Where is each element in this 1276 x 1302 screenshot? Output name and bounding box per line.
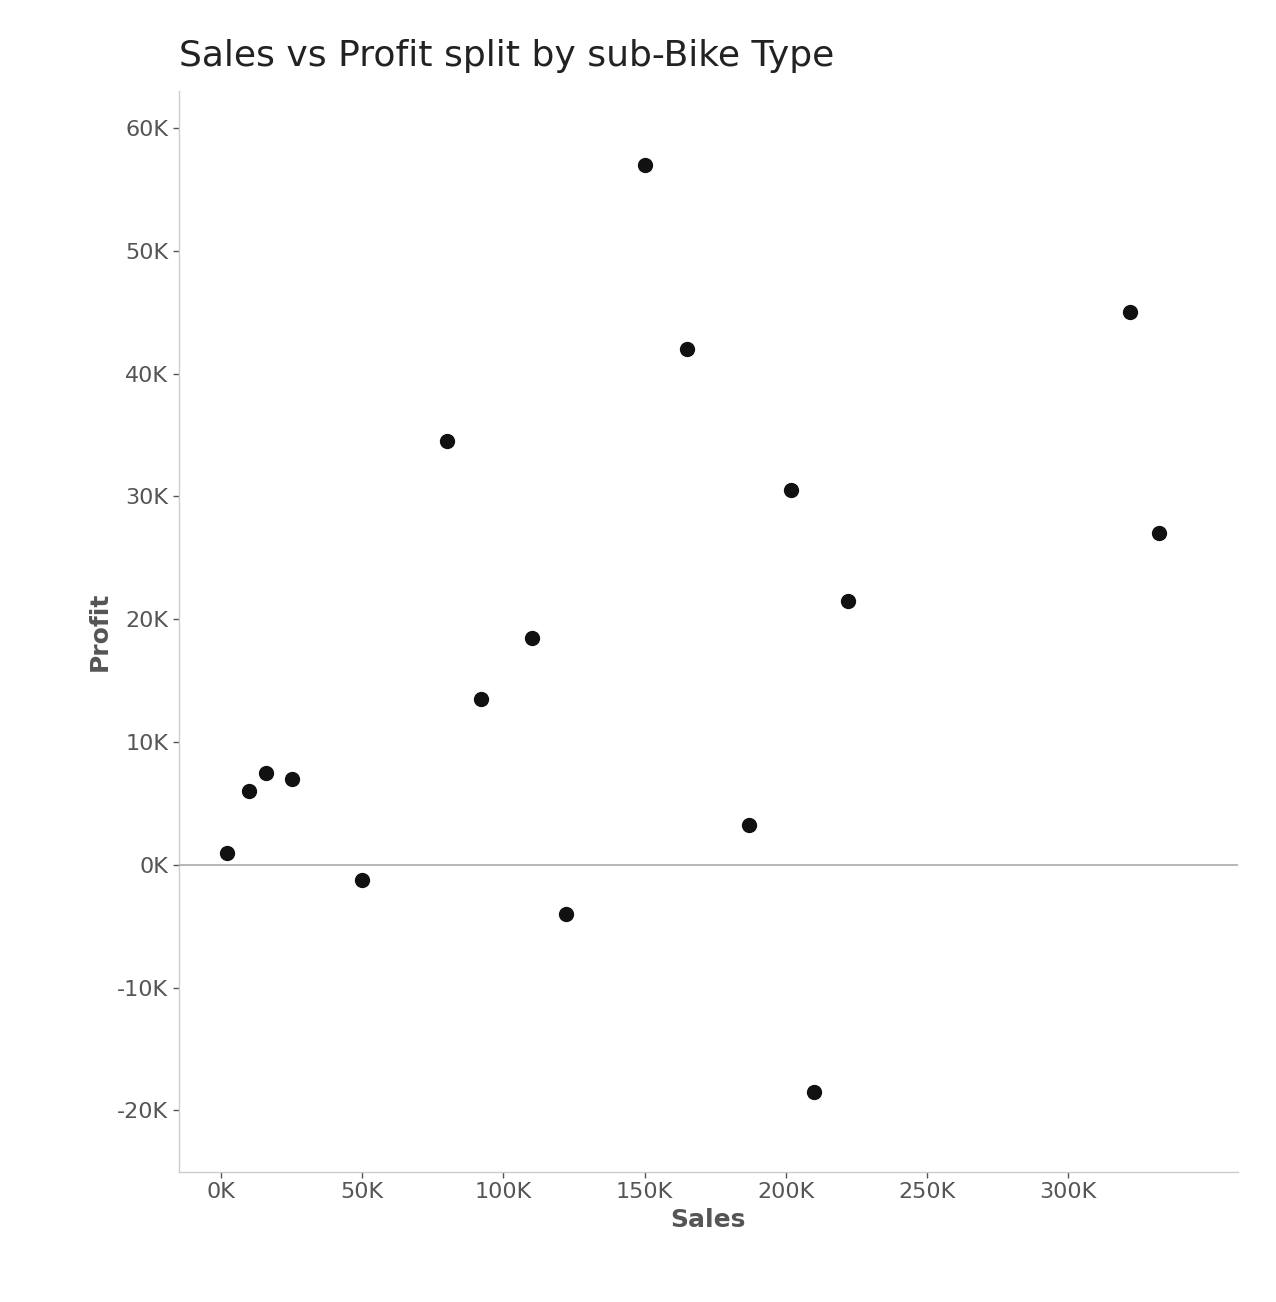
Point (555, 904, 575, 924)
Point (239, 781, 259, 802)
Point (1120, 302, 1141, 323)
Point (436, 431, 457, 452)
Point (282, 768, 302, 789)
Point (781, 480, 801, 501)
Point (838, 590, 859, 611)
Point (1148, 523, 1169, 544)
Point (471, 689, 491, 710)
Point (739, 815, 759, 836)
X-axis label: Sales: Sales (670, 1208, 746, 1232)
Point (634, 155, 655, 176)
Point (522, 628, 542, 648)
Point (217, 842, 237, 863)
Text: Sales vs Profit split by sub-Bike Type: Sales vs Profit split by sub-Bike Type (179, 39, 835, 73)
Point (352, 870, 373, 891)
Point (804, 1082, 824, 1103)
Y-axis label: Profit: Profit (88, 592, 111, 671)
Point (256, 762, 277, 783)
Point (676, 339, 697, 359)
